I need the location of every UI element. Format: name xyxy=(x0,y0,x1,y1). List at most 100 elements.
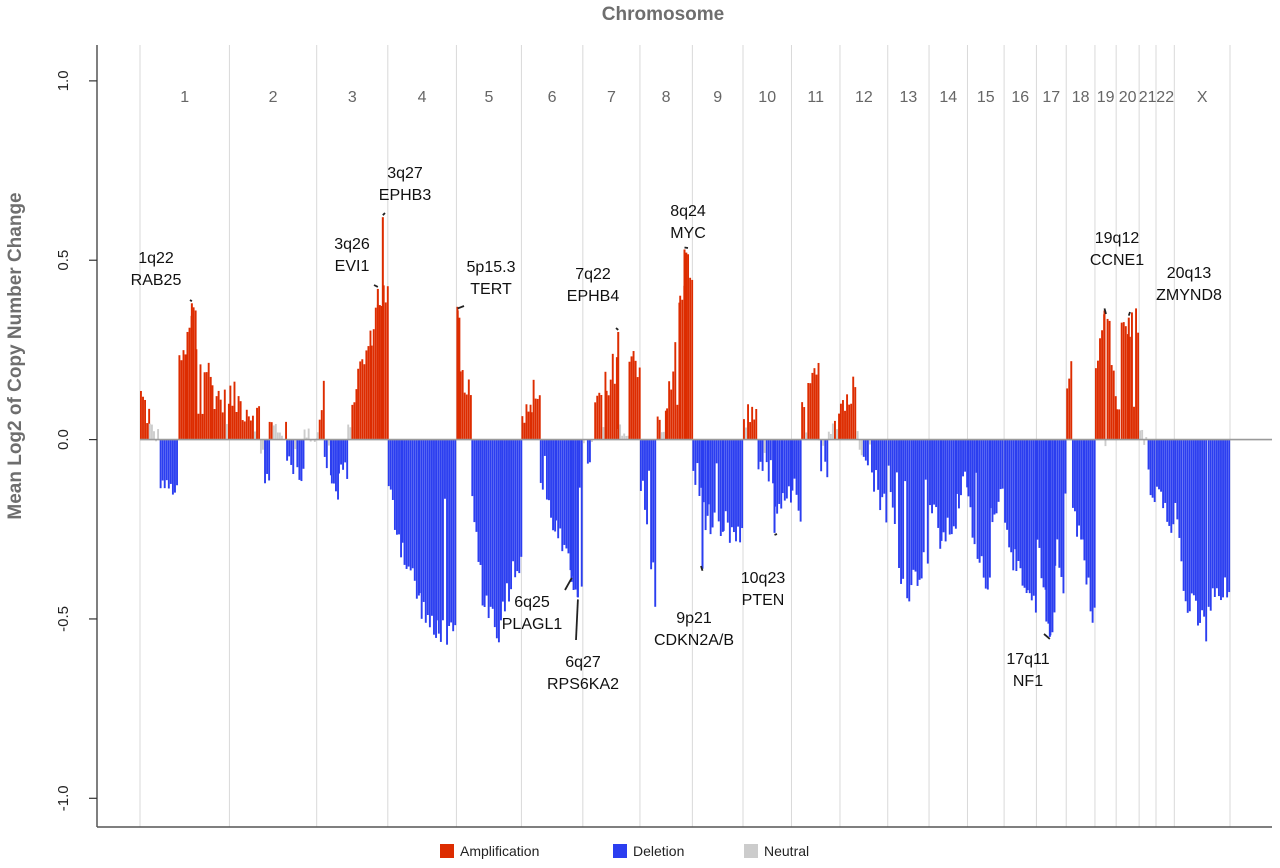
copy-number-bar xyxy=(1185,440,1187,602)
copy-number-bar xyxy=(266,440,268,474)
copy-number-bar xyxy=(440,440,442,642)
annotation-leader-line xyxy=(565,578,572,590)
copy-number-bar xyxy=(758,440,760,470)
copy-number-bar xyxy=(226,424,228,440)
copy-number-bar xyxy=(340,440,342,465)
legend-label: Neutral xyxy=(764,843,809,859)
copy-number-bar xyxy=(661,432,663,439)
copy-number-bar xyxy=(392,440,394,500)
copy-number-bar xyxy=(240,401,242,439)
annotation-locus: 3q27 xyxy=(387,165,423,182)
copy-number-bar xyxy=(668,381,670,439)
annotation-leader-line xyxy=(1129,312,1130,316)
copy-number-bar xyxy=(1116,409,1118,439)
copy-number-bar xyxy=(333,440,335,484)
copy-number-bar xyxy=(371,346,373,440)
chromosome-label: 8 xyxy=(662,89,671,106)
copy-number-bar xyxy=(565,440,567,549)
copy-number-bar xyxy=(931,440,933,514)
copy-number-bar xyxy=(832,424,834,440)
copy-number-bar xyxy=(1083,440,1085,561)
annotated-peak-bar xyxy=(382,217,384,439)
annotation-locus: 19q12 xyxy=(1095,230,1140,247)
copy-number-bar xyxy=(427,440,429,615)
copy-number-bar xyxy=(498,440,500,643)
copy-number-bar xyxy=(351,405,353,440)
copy-number-bar xyxy=(367,346,369,440)
copy-number-bar xyxy=(149,424,151,440)
copy-number-bar xyxy=(679,296,681,440)
copy-number-bar xyxy=(1036,440,1038,540)
copy-number-bar xyxy=(1068,379,1070,440)
annotation-locus: 1q22 xyxy=(138,250,174,267)
copy-number-bar xyxy=(1109,321,1111,440)
copy-number-bar xyxy=(741,440,743,528)
copy-number-bar xyxy=(694,440,696,485)
copy-number-bar xyxy=(183,350,185,439)
copy-number-bar xyxy=(809,383,811,439)
copy-number-bar xyxy=(1000,440,1002,490)
copy-number-bar xyxy=(598,393,600,440)
copy-number-bar xyxy=(246,410,248,440)
copy-number-bar xyxy=(1152,440,1154,498)
legend-label: Amplification xyxy=(460,843,539,859)
copy-number-bar xyxy=(807,383,809,440)
copy-number-bar xyxy=(151,425,153,440)
copy-number-bar xyxy=(181,360,183,439)
copy-number-bar xyxy=(696,440,698,463)
copy-number-bar xyxy=(298,440,300,480)
copy-number-bar xyxy=(1201,440,1203,611)
copy-number-bar xyxy=(388,440,390,487)
copy-number-bar xyxy=(998,440,1000,502)
copy-number-bar xyxy=(953,440,955,527)
y-tick-label: 0.0 xyxy=(55,429,72,450)
annotation-gene: EVI1 xyxy=(335,258,370,275)
annotation-locus: 9p21 xyxy=(676,610,712,627)
copy-number-bar xyxy=(174,440,176,493)
annotated-peak-bar xyxy=(1128,318,1130,440)
copy-number-bar xyxy=(1020,440,1022,569)
copy-number-bar xyxy=(162,440,164,481)
annotated-peak-bar xyxy=(617,332,619,440)
copy-number-bar xyxy=(977,440,979,559)
copy-number-bar xyxy=(735,440,737,542)
copy-number-bar xyxy=(637,377,639,440)
copy-number-bar xyxy=(745,428,747,440)
copy-number-bar xyxy=(1214,440,1216,597)
copy-number-bar xyxy=(301,440,303,481)
copy-number-bar xyxy=(197,414,199,440)
copy-number-bar xyxy=(640,440,642,491)
copy-number-bar xyxy=(317,432,319,439)
copy-number-bar xyxy=(1038,440,1040,548)
copy-number-bar xyxy=(606,391,608,440)
copy-number-bar xyxy=(828,432,830,440)
copy-number-bar xyxy=(1063,440,1065,594)
copy-number-bar xyxy=(1150,440,1152,496)
copy-number-bar xyxy=(285,422,287,440)
copy-number-bar xyxy=(1097,361,1099,440)
copy-number-bar xyxy=(989,440,991,509)
copy-number-bar xyxy=(200,364,202,439)
copy-number-bar xyxy=(258,406,260,439)
copy-number-bar xyxy=(1113,371,1115,440)
copy-number-bar xyxy=(331,440,333,484)
copy-number-bar xyxy=(1143,440,1145,445)
annotated-peak-bar xyxy=(577,440,579,598)
copy-number-bar xyxy=(142,397,144,440)
copy-number-bar xyxy=(256,408,258,440)
copy-number-bar xyxy=(612,354,614,440)
copy-number-bar xyxy=(212,385,214,439)
copy-number-bar xyxy=(1158,440,1160,490)
copy-number-bar xyxy=(811,373,813,440)
copy-number-bar xyxy=(958,440,960,509)
copy-number-bar xyxy=(410,440,412,571)
copy-number-bar xyxy=(486,440,488,596)
copy-number-bar xyxy=(273,425,275,439)
annotation-gene: RAB25 xyxy=(131,272,182,289)
copy-number-bar xyxy=(786,440,788,499)
y-tick-label: -0.5 xyxy=(55,606,72,632)
copy-number-bar xyxy=(1226,440,1228,598)
copy-number-bar xyxy=(619,424,621,439)
